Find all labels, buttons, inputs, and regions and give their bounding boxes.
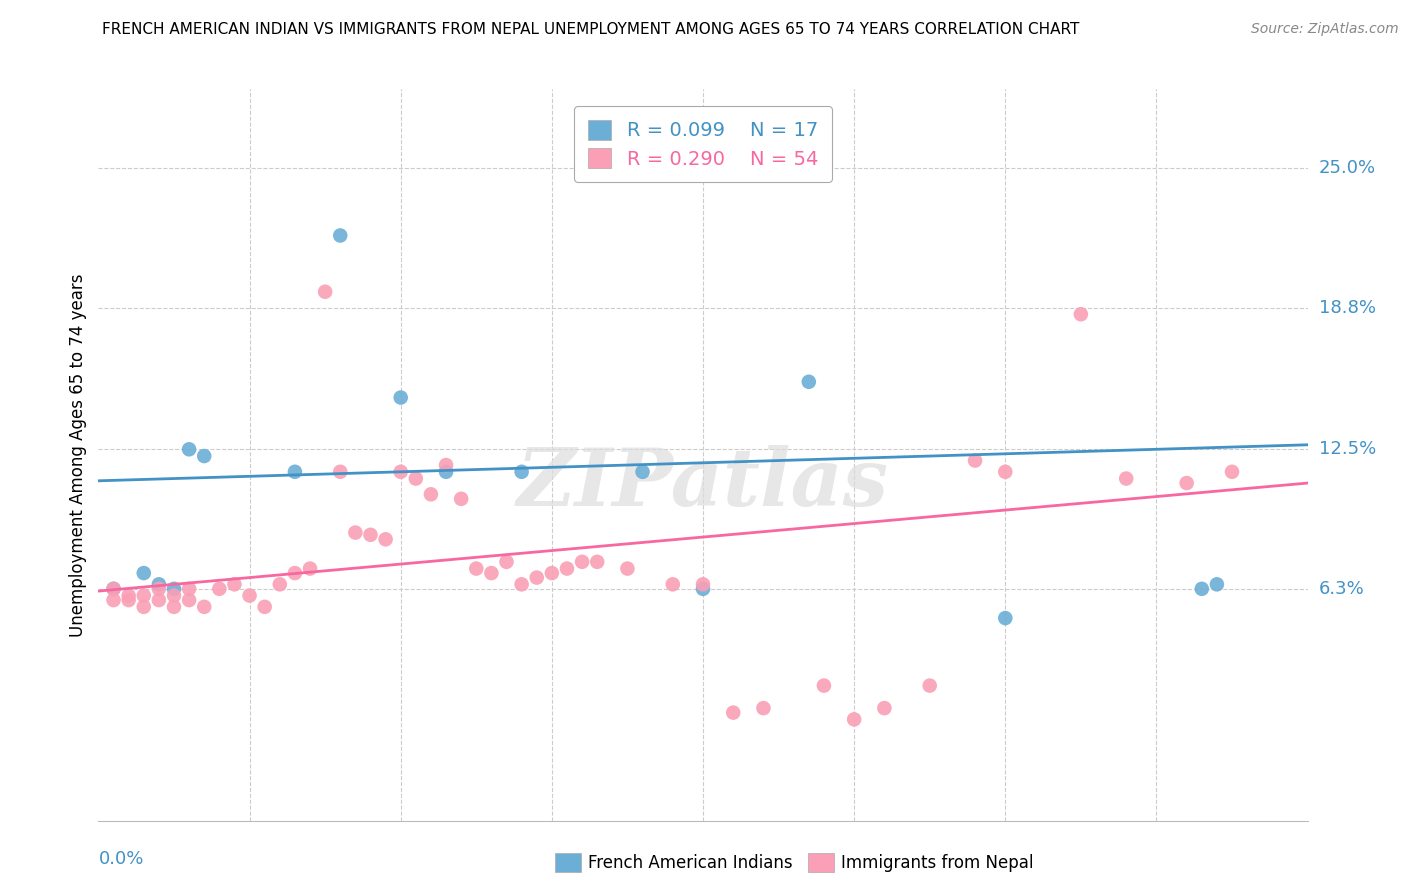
Point	[179, 593, 201, 607]
Point	[994, 465, 1017, 479]
Text: French American Indians: French American Indians	[588, 854, 793, 871]
Point	[555, 561, 578, 575]
Point	[148, 593, 170, 607]
Point	[540, 566, 562, 580]
Point	[148, 582, 170, 596]
Point	[132, 566, 155, 580]
Point	[132, 599, 155, 614]
Point	[616, 561, 638, 575]
Point	[284, 566, 307, 580]
Point	[465, 561, 488, 575]
Text: 25.0%: 25.0%	[1319, 159, 1376, 177]
Point	[103, 582, 125, 596]
Point	[389, 465, 412, 479]
Point	[269, 577, 291, 591]
Point	[284, 465, 307, 479]
Point	[661, 577, 683, 591]
Point	[179, 582, 201, 596]
Point	[526, 571, 548, 585]
Point	[479, 566, 503, 580]
Text: 0.0%: 0.0%	[98, 850, 143, 868]
Point	[163, 582, 186, 596]
Point	[118, 593, 141, 607]
Point	[299, 561, 322, 575]
Point	[118, 589, 141, 603]
Point	[813, 679, 835, 693]
Point	[918, 679, 941, 693]
Y-axis label: Unemployment Among Ages 65 to 74 years: Unemployment Among Ages 65 to 74 years	[69, 273, 87, 637]
Point	[510, 465, 533, 479]
Point	[163, 599, 186, 614]
Point	[208, 582, 231, 596]
Point	[450, 491, 472, 506]
Point	[253, 599, 276, 614]
Point	[723, 706, 745, 720]
Point	[692, 577, 714, 591]
Point	[434, 465, 457, 479]
Point	[1220, 465, 1243, 479]
Point	[132, 589, 155, 603]
Point	[752, 701, 775, 715]
Point	[797, 375, 820, 389]
Text: Immigrants from Nepal: Immigrants from Nepal	[841, 854, 1033, 871]
Point	[389, 391, 412, 405]
Point	[844, 712, 866, 726]
Point	[1205, 577, 1229, 591]
Point	[586, 555, 609, 569]
Point	[329, 465, 352, 479]
Point	[239, 589, 262, 603]
Point	[193, 449, 215, 463]
Point	[224, 577, 246, 591]
Point	[163, 589, 186, 603]
Point	[965, 453, 987, 467]
Text: 6.3%: 6.3%	[1319, 580, 1364, 598]
Legend: R = 0.099    N = 17, R = 0.290    N = 54: R = 0.099 N = 17, R = 0.290 N = 54	[574, 106, 832, 182]
Point	[1115, 471, 1137, 485]
Point	[1070, 307, 1092, 321]
Point	[510, 577, 533, 591]
Point	[193, 599, 215, 614]
Point	[359, 528, 381, 542]
Point	[103, 582, 125, 596]
Point	[148, 577, 170, 591]
Point	[692, 582, 714, 596]
Point	[434, 458, 457, 472]
Point	[344, 525, 367, 540]
Point	[571, 555, 593, 569]
Point	[314, 285, 336, 299]
Point	[179, 442, 201, 457]
Point	[994, 611, 1017, 625]
Point	[374, 533, 396, 547]
Text: FRENCH AMERICAN INDIAN VS IMMIGRANTS FROM NEPAL UNEMPLOYMENT AMONG AGES 65 TO 74: FRENCH AMERICAN INDIAN VS IMMIGRANTS FRO…	[101, 22, 1080, 37]
Text: 12.5%: 12.5%	[1319, 441, 1376, 458]
Point	[495, 555, 517, 569]
Text: ZIPatlas: ZIPatlas	[517, 445, 889, 523]
Text: 18.8%: 18.8%	[1319, 299, 1375, 317]
Point	[405, 471, 427, 485]
Point	[631, 465, 654, 479]
Point	[419, 487, 441, 501]
Point	[873, 701, 896, 715]
Point	[329, 228, 352, 243]
Point	[103, 593, 125, 607]
Text: Source: ZipAtlas.com: Source: ZipAtlas.com	[1251, 22, 1399, 37]
Point	[1191, 582, 1213, 596]
Point	[1175, 476, 1198, 491]
